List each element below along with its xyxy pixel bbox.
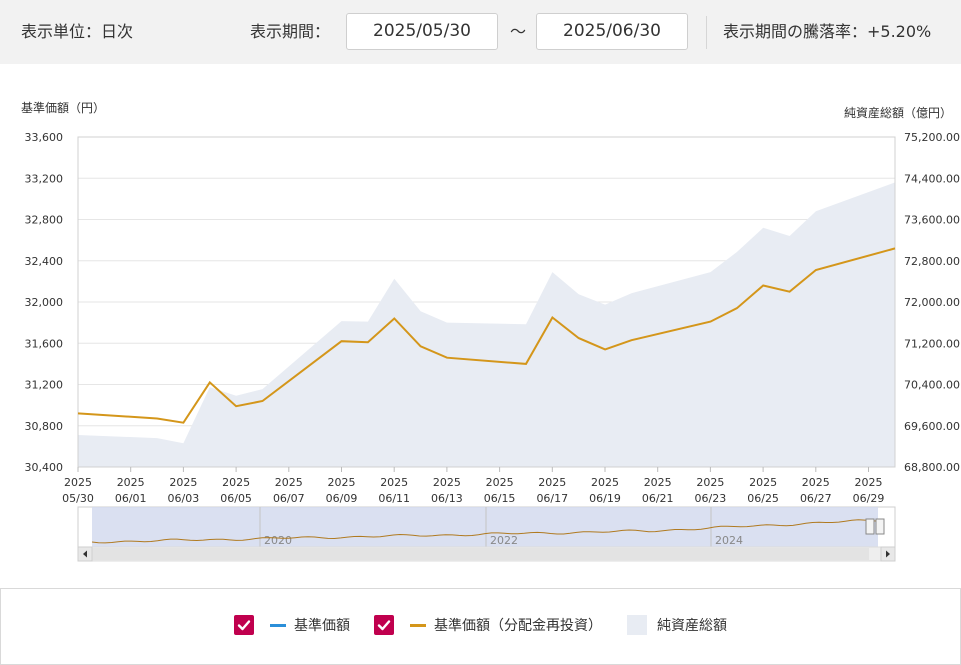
y-tick-right: 72,800.00	[904, 255, 960, 268]
x-tick-date: 06/19	[589, 492, 621, 505]
x-tick-year: 2025	[117, 476, 145, 489]
navigator-year-label: 2020	[264, 534, 292, 547]
x-tick-date: 06/27	[800, 492, 832, 505]
x-tick-year: 2025	[328, 476, 356, 489]
legend-nav-label: 基準価額	[294, 618, 350, 634]
x-tick-date: 06/03	[168, 492, 200, 505]
x-tick-date: 06/21	[642, 492, 674, 505]
y-tick-right: 75,200.00	[904, 131, 960, 144]
navigator-year-label: 2024	[715, 534, 743, 547]
x-tick-year: 2025	[380, 476, 408, 489]
x-tick-year: 2025	[696, 476, 724, 489]
nav-line-swatch	[270, 623, 286, 627]
y-tick-left: 31,600	[25, 337, 64, 350]
y-tick-left: 32,000	[25, 296, 64, 309]
net-assets-swatch	[627, 615, 647, 635]
x-tick-date: 06/01	[115, 492, 147, 505]
nav-checkbox[interactable]	[234, 615, 254, 635]
y-tick-right: 69,600.00	[904, 420, 960, 433]
x-tick-year: 2025	[538, 476, 566, 489]
checkmark-icon	[237, 620, 251, 631]
y-tick-left: 33,200	[25, 172, 64, 185]
x-tick-year: 2025	[64, 476, 92, 489]
x-tick-date: 06/23	[695, 492, 727, 505]
navigator-series-line	[91, 519, 879, 544]
net-assets-area	[78, 182, 895, 467]
x-tick-date: 06/17	[536, 492, 568, 505]
navigator-scrollbar-thumb[interactable]	[92, 548, 869, 560]
x-tick-date: 06/29	[853, 492, 885, 505]
legend-item-net-assets[interactable]: 純資産総額	[627, 614, 727, 636]
checkmark-icon	[377, 620, 391, 631]
y-tick-right: 73,600.00	[904, 214, 960, 227]
x-tick-date: 06/25	[747, 492, 779, 505]
y-tick-right: 68,800.00	[904, 461, 960, 474]
navigator-selection[interactable]	[92, 507, 878, 547]
legend-item-nav-reinvest[interactable]: 基準価額（分配金再投資）	[374, 614, 602, 636]
y-tick-right: 72,000.00	[904, 296, 960, 309]
legend-item-nav[interactable]: 基準価額	[234, 614, 350, 636]
end-date-input[interactable]: 2025/06/30	[536, 13, 688, 50]
x-tick-year: 2025	[855, 476, 883, 489]
x-tick-year: 2025	[486, 476, 514, 489]
x-tick-year: 2025	[591, 476, 619, 489]
x-tick-year: 2025	[749, 476, 777, 489]
toolbar-divider	[706, 16, 707, 49]
x-tick-date: 06/13	[431, 492, 463, 505]
y-tick-left: 30,400	[25, 461, 64, 474]
legend-nav-reinvest-label: 基準価額（分配金再投資）	[434, 618, 602, 634]
start-date-input[interactable]: 2025/05/30	[346, 13, 498, 50]
x-tick-year: 2025	[433, 476, 461, 489]
period-change-rate: 表示期間の騰落率：+5.20%	[723, 22, 932, 41]
nav-reinvest-line-swatch	[410, 623, 426, 627]
x-tick-year: 2025	[802, 476, 830, 489]
x-tick-date: 06/09	[326, 492, 358, 505]
x-tick-date: 05/30	[62, 492, 94, 505]
arrow-left-icon	[83, 550, 87, 558]
y-tick-left: 32,400	[25, 255, 64, 268]
legend: 基準価額 基準価額（分配金再投資） 純資産総額	[0, 588, 961, 665]
y-axis-right-ticks: 68,800.00 69,600.00 70,400.00 71,200.00 72,0…	[904, 131, 960, 474]
navigator-year-label: 2022	[490, 534, 518, 547]
navigator-left-handle[interactable]	[865, 518, 875, 535]
x-tick-date: 06/11	[378, 492, 410, 505]
x-tick-date: 06/15	[484, 492, 516, 505]
y-tick-left: 30,800	[25, 420, 64, 433]
price-chart: 基準価額（円） 純資産総額（億円） 30,400 30,800 31,200 31,6…	[21, 100, 960, 562]
x-tick-date: 06/05	[220, 492, 252, 505]
date-range-separator: ～	[510, 22, 527, 41]
y-tick-right: 71,200.00	[904, 337, 960, 350]
display-period-label: 表示期間：	[250, 22, 331, 41]
y-tick-left: 31,200	[25, 379, 64, 392]
x-tick-year: 2025	[644, 476, 672, 489]
legend-net-assets-label: 純資産総額	[657, 618, 727, 634]
y-tick-right: 74,400.00	[904, 172, 960, 185]
x-tick-year: 2025	[169, 476, 197, 489]
y-tick-left: 33,600	[25, 131, 64, 144]
y-tick-left: 32,800	[25, 214, 64, 227]
navigator-right-handle[interactable]	[875, 518, 885, 535]
x-tick-year: 2025	[275, 476, 303, 489]
arrow-right-icon	[886, 550, 890, 558]
plot-frame	[77, 136, 896, 468]
nav-reinvest-line	[77, 247, 896, 424]
x-tick-year: 2025	[222, 476, 250, 489]
nav-reinvest-checkbox[interactable]	[374, 615, 394, 635]
x-axis-ticks: 2025 05/30 2025 06/01 2025 06/03 2025 06/05 2025…	[62, 467, 884, 505]
toolbar: 表示単位：日次 表示期間： 2025/05/30 ～ 2025/06/30 表示…	[0, 0, 961, 64]
range-navigator[interactable]: 2020 2022 2024	[77, 506, 896, 562]
display-unit-label: 表示単位：日次	[21, 22, 134, 41]
y-axis-left-ticks: 30,400 30,800 31,200 31,600 32,000 32,400 32,8…	[25, 131, 64, 474]
x-tick-date: 06/07	[273, 492, 305, 505]
y-axis-right-title: 純資産総額（億円）	[844, 105, 952, 120]
y-axis-left-title: 基準価額（円）	[21, 100, 105, 115]
y-tick-right: 70,400.00	[904, 379, 960, 392]
